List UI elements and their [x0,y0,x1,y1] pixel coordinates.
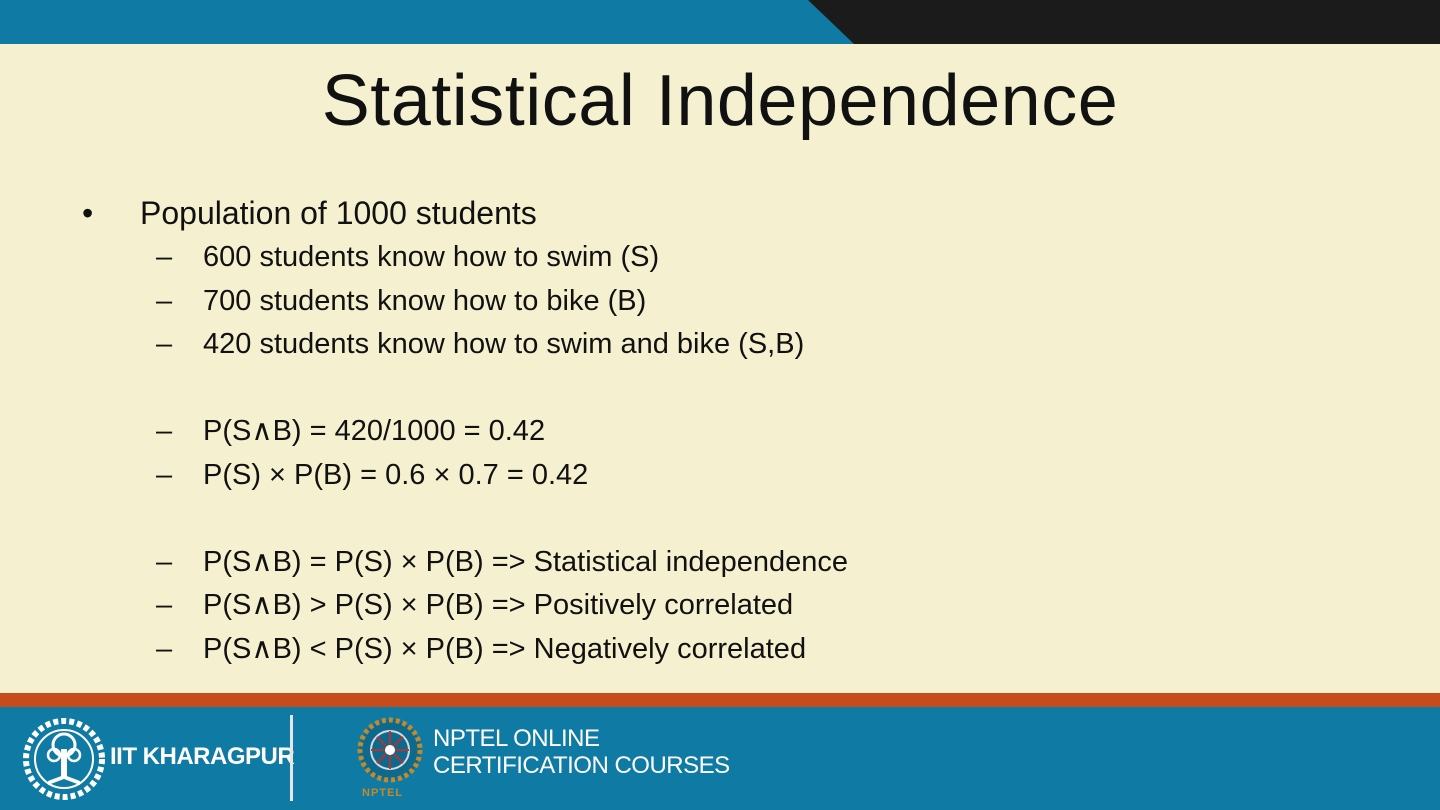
nptel-line-2: CERTIFICATION COURSES [433,752,730,779]
sub-item: – P(S∧B) > P(S) × P(B) => Positively cor… [82,584,1382,628]
dash-icon: – [156,284,173,317]
sub-item: – 600 students know how to swim (S) [82,236,1382,280]
dash-icon: – [156,632,173,665]
sub-item-text: P(S∧B) = P(S) × P(B) => Statistical inde… [203,545,849,578]
dash-icon: – [156,589,173,621]
dash-icon: – [156,545,173,578]
slide-title: Statistical Independence [321,61,1119,141]
sub-item: – P(S∧B) = 420/1000 = 0.42 [82,410,1382,454]
bullet-icon: • [82,195,94,231]
spacer [82,497,1382,541]
bullet-item: • Population of 1000 students [82,190,1382,236]
sub-item-text: P(S) × P(B) = 0.6 × 0.7 = 0.42 [203,458,589,491]
sub-item: – 420 students know how to swim and bike… [82,323,1382,367]
dash-icon: – [156,458,173,491]
slide-content: • Population of 1000 students – 600 stud… [82,190,1382,671]
footer-bar: IIT KHARAGPUR NPTEL NPTEL ONLINE CERTIFI… [0,707,1440,810]
iit-kharagpur-label: IIT KHARAGPUR [110,743,295,770]
dash-icon: – [156,415,173,447]
top-banner-dark [808,0,1440,44]
sub-item-text: P(S∧B) > P(S) × P(B) => Positively corre… [203,589,794,621]
sub-item-text: 600 students know how to swim (S) [203,241,660,273]
nptel-line-1: NPTEL ONLINE [433,725,600,752]
sub-item: – P(S∧B) = P(S) × P(B) => Statistical in… [82,541,1382,585]
sub-item-text: 700 students know how to bike (B) [203,284,647,317]
nptel-emblem-icon [357,717,423,783]
sub-item: – P(S) × P(B) = 0.6 × 0.7 = 0.42 [82,454,1382,498]
footer-divider [290,715,293,801]
nptel-course-label: NPTEL ONLINE CERTIFICATION COURSES [433,725,730,779]
sub-item-text: P(S∧B) < P(S) × P(B) => Negatively corre… [203,632,807,665]
nptel-logo-word: NPTEL [362,787,404,799]
sub-item-text: P(S∧B) = 420/1000 = 0.42 [203,415,546,447]
dash-icon: – [156,241,173,273]
dash-icon: – [156,328,173,360]
sub-item: – P(S∧B) < P(S) × P(B) => Negatively cor… [82,628,1382,672]
iit-kharagpur-emblem-icon [23,718,105,800]
sub-item: – 700 students know how to bike (B) [82,280,1382,324]
sub-item-text: 420 students know how to swim and bike (… [203,328,805,360]
spacer [82,367,1382,411]
footer-stripe [0,693,1440,707]
bullet-text: Population of 1000 students [140,195,537,231]
